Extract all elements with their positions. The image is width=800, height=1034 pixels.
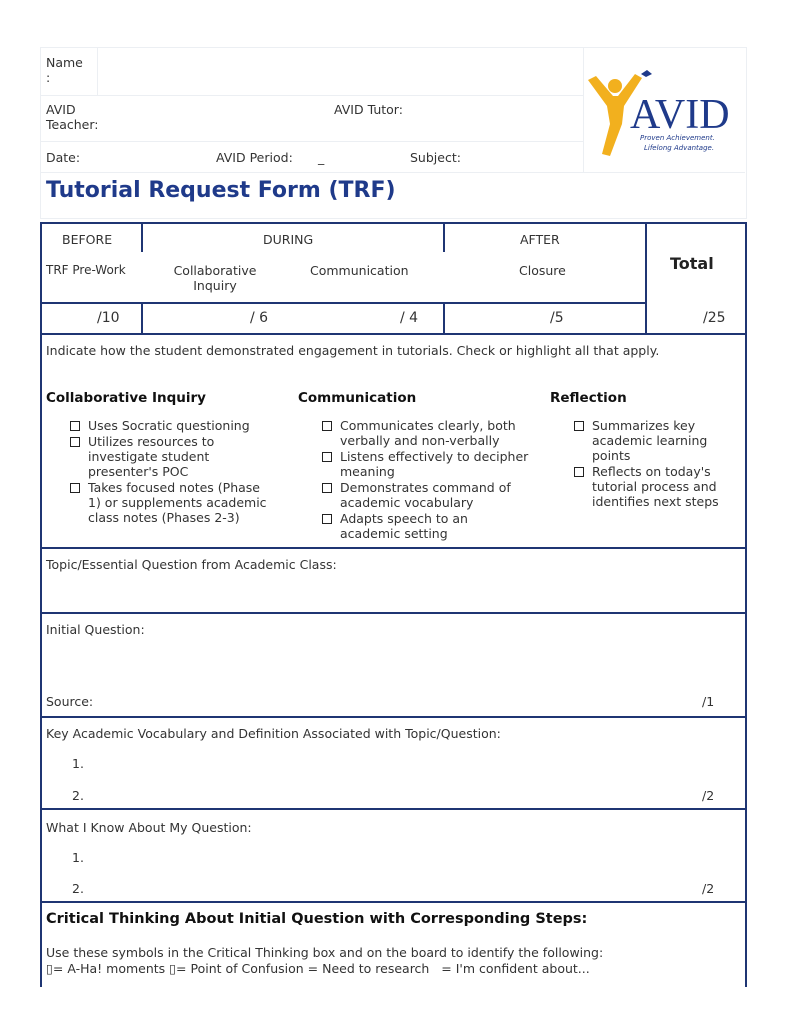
group-heading: Communication — [298, 390, 417, 406]
critical-heading: Critical Thinking About Initial Question… — [46, 911, 588, 927]
vocabulary-section[interactable]: Key Academic Vocabulary and Definition A… — [40, 716, 747, 810]
tutor-field[interactable] — [420, 98, 580, 138]
phase-during: DURING — [263, 232, 314, 247]
score-total: /25 — [703, 310, 726, 326]
checklist-item[interactable]: Summarizes key academic learning points — [574, 418, 734, 463]
know-section[interactable]: What I Know About My Question: 1. 2. /2 — [40, 808, 747, 903]
group-heading: Reflection — [550, 390, 627, 406]
date-label: Date: — [46, 150, 81, 165]
checkbox[interactable] — [574, 421, 584, 431]
divider — [40, 172, 745, 173]
name-field[interactable] — [100, 50, 580, 92]
checklist-item[interactable]: Utilizes resources to investigate studen… — [70, 434, 270, 479]
divider — [141, 302, 143, 333]
avid-figure-icon: AVID Proven Achievement. Lifelong Advant… — [588, 70, 730, 156]
date-field[interactable] — [100, 144, 200, 170]
phase-before: BEFORE — [62, 232, 113, 247]
svg-text:Lifelong Advantage.: Lifelong Advantage. — [644, 144, 714, 152]
initial-question-section[interactable]: Initial Question: Source: /1 — [40, 612, 747, 718]
divider — [645, 222, 647, 333]
divider — [443, 302, 445, 333]
checkbox[interactable] — [70, 437, 80, 447]
tutor-label: AVID Tutor: — [334, 102, 403, 117]
score-table — [40, 222, 747, 335]
page-title: Tutorial Request Form (TRF) — [46, 178, 396, 203]
checklist-item[interactable]: Adapts speech to an academic setting — [322, 511, 532, 541]
engagement-instructions: Indicate how the student demonstrated en… — [46, 343, 660, 358]
checkbox[interactable] — [574, 467, 584, 477]
subject-label: Subject: — [410, 150, 461, 165]
col-total: Total — [670, 254, 714, 273]
vocabulary-label: Key Academic Vocabulary and Definition A… — [46, 726, 501, 741]
know-label: What I Know About My Question: — [46, 820, 252, 835]
divider — [583, 47, 584, 172]
initial-score: /1 — [702, 694, 715, 709]
know-score: /2 — [702, 881, 715, 896]
checklist-item[interactable]: Uses Socratic questioning — [70, 418, 270, 433]
col-prework: TRF Pre-Work — [46, 263, 126, 277]
vocab-item-2: 2. — [72, 788, 84, 803]
phase-after: AFTER — [520, 232, 560, 247]
divider — [40, 141, 583, 142]
group-reflection: Reflection Summarizes key academic learn… — [550, 390, 740, 510]
topic-section[interactable]: Topic/Essential Question from Academic C… — [40, 547, 747, 614]
know-item-1: 1. — [72, 850, 84, 865]
col-communication: Communication — [310, 263, 409, 278]
divider — [40, 302, 645, 304]
name-label: Name : — [46, 55, 83, 85]
checklist-item[interactable]: Communicates clearly, both verbally and … — [322, 418, 532, 448]
checklist-item[interactable]: Takes focused notes (Phase 1) or supplem… — [70, 480, 270, 525]
group-heading: Collaborative Inquiry — [46, 390, 206, 406]
checklist-item[interactable]: Listens effectively to decipher meaning — [322, 449, 532, 479]
divider — [97, 47, 98, 95]
checkbox[interactable] — [70, 421, 80, 431]
teacher-label: AVID Teacher: — [46, 102, 99, 132]
period-label: AVID Period: — [216, 150, 293, 165]
checkbox[interactable] — [70, 483, 80, 493]
period-field[interactable]: _ — [318, 150, 325, 165]
score-closure: /5 — [550, 310, 564, 326]
checkbox[interactable] — [322, 483, 332, 493]
svg-text:Proven Achievement.: Proven Achievement. — [640, 134, 715, 142]
subject-field[interactable] — [470, 144, 580, 170]
score-collab: / 6 — [250, 310, 269, 326]
critical-thinking-section: Critical Thinking About Initial Question… — [40, 901, 747, 987]
col-collab: Collaborative Inquiry — [173, 263, 257, 293]
score-communication: / 4 — [400, 310, 419, 326]
checklist-item[interactable]: Demonstrates command of academic vocabul… — [322, 480, 532, 510]
topic-label: Topic/Essential Question from Academic C… — [46, 557, 337, 572]
initial-question-label: Initial Question: — [46, 622, 145, 637]
col-closure: Closure — [519, 263, 566, 278]
know-item-2: 2. — [72, 881, 84, 896]
divider — [141, 222, 143, 252]
critical-instructions: Use these symbols in the Critical Thinki… — [46, 945, 604, 960]
avid-logo: AVID Proven Achievement. Lifelong Advant… — [588, 66, 744, 161]
vocab-item-1: 1. — [72, 756, 84, 771]
divider — [40, 95, 583, 96]
vocab-score: /2 — [702, 788, 715, 803]
engagement-section: Indicate how the student demonstrated en… — [40, 333, 747, 549]
teacher-field[interactable] — [150, 98, 310, 138]
source-label: Source: — [46, 694, 94, 709]
group-collaborative-inquiry: Collaborative Inquiry Uses Socratic ques… — [46, 390, 286, 526]
group-communication: Communication Communicates clearly, both… — [298, 390, 538, 542]
score-prework: /10 — [97, 310, 120, 326]
checkbox[interactable] — [322, 452, 332, 462]
header-grid — [40, 47, 747, 219]
checkbox[interactable] — [322, 421, 332, 431]
checklist-item[interactable]: Reflects on today's tutorial process and… — [574, 464, 734, 509]
checkbox[interactable] — [322, 514, 332, 524]
logo-text: AVID — [630, 92, 730, 138]
symbol-legend: ▯= A-Ha! moments ▯= Point of Confusion =… — [46, 961, 590, 976]
divider — [443, 222, 445, 252]
